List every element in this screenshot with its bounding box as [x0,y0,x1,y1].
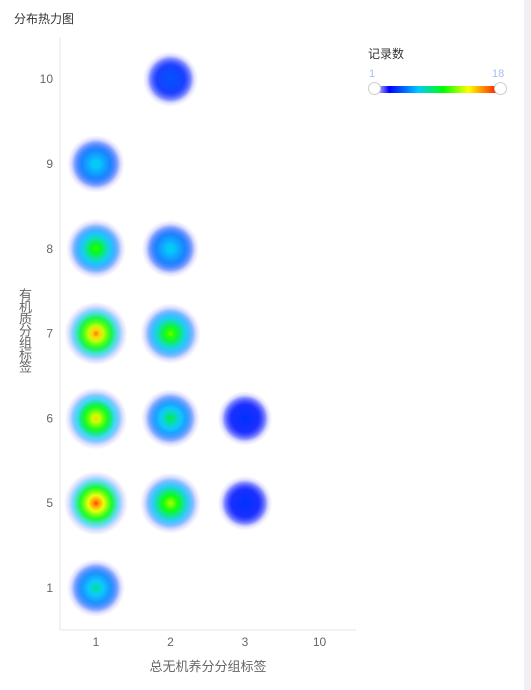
heat-cell-2-5 [139,472,202,534]
heat-layer [64,51,273,618]
y-tick-label: 9 [46,157,53,171]
heat-cell-1-5 [64,471,128,536]
heat-cell-1-8 [66,218,126,279]
legend-color-bar [374,86,500,93]
legend-title: 记录数 [368,47,405,61]
x-axis-title: 总无机养分分组标签 [149,659,267,674]
y-axis-title: 有机质分组标签 [17,288,32,372]
y-tick-label: 1 [46,581,53,595]
x-tick-label: 1 [93,635,100,649]
heat-cell-3-6 [217,391,273,446]
x-ticks: 1 2 3 10 [93,635,327,649]
x-tick-label: 2 [167,635,174,649]
legend-min-handle[interactable] [368,82,381,95]
heat-cell-2-8 [141,220,200,278]
heat-cell-3-5 [217,475,273,531]
panel-title: 分布热力图 [14,12,75,26]
y-tick-label: 7 [46,327,53,341]
heat-cell-1-6 [64,387,128,450]
heat-cell-1-9 [67,135,125,193]
x-tick-label: 10 [313,635,327,649]
heat-cell-1-1 [66,558,126,618]
heat-cell-2-10 [142,51,199,107]
x-tick-label: 3 [242,635,249,649]
heat-cell-2-7 [140,303,201,364]
legend-max-handle[interactable] [494,82,507,95]
legend-max-label: 18 [492,68,505,80]
heat-cell-1-7 [64,301,128,366]
y-ticks: 1 5 6 7 8 9 10 [40,72,54,595]
scrollbar-track[interactable] [524,0,531,690]
y-tick-label: 8 [46,242,53,256]
y-tick-label: 10 [40,72,54,86]
legend-min-label: 1 [369,68,376,80]
heat-cell-2-6 [141,389,200,448]
y-tick-label: 5 [46,496,53,510]
y-tick-label: 6 [46,411,53,425]
